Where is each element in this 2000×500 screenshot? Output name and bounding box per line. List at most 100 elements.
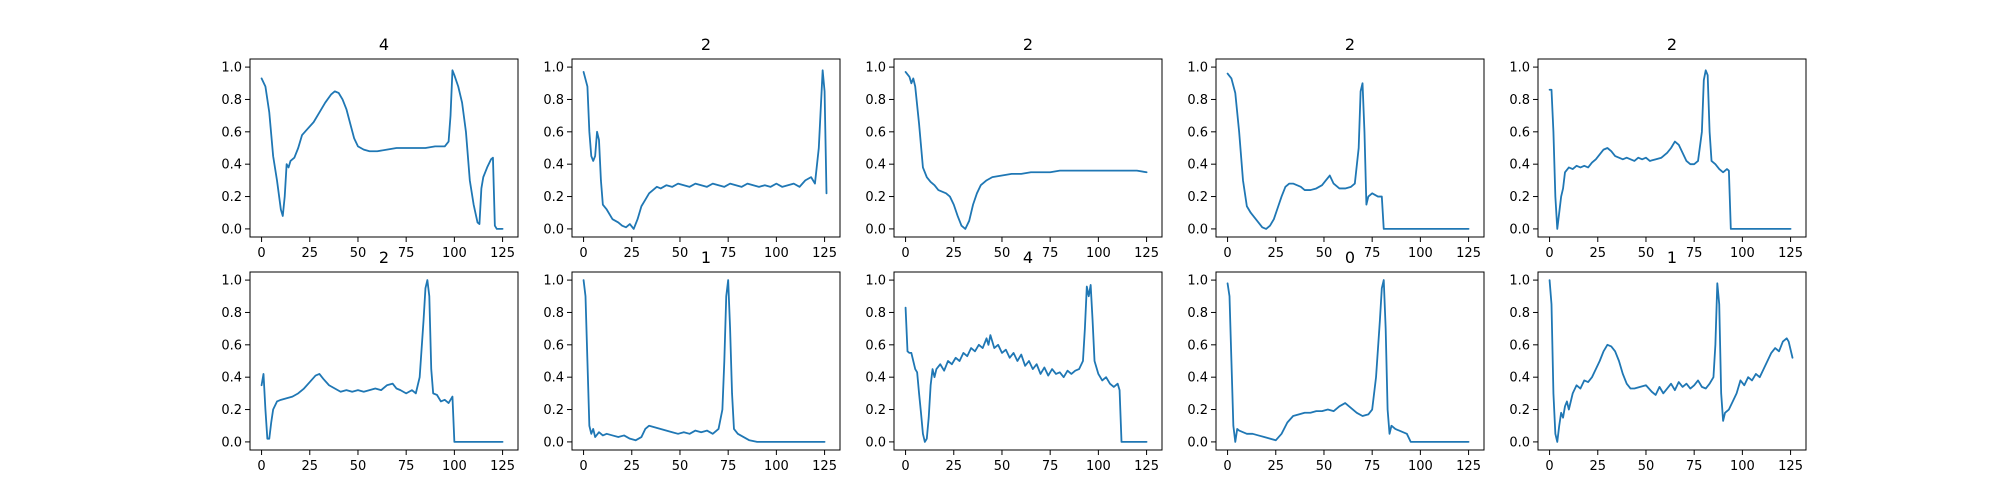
x-tick-label: 25 xyxy=(1589,246,1606,261)
y-tick-label: 0.2 xyxy=(865,190,886,205)
x-tick-label: 100 xyxy=(1086,459,1111,474)
y-tick-label: 0.8 xyxy=(1187,306,1208,321)
y-tick-label: 0.6 xyxy=(1509,125,1530,140)
y-tick-label: 0.6 xyxy=(543,338,564,353)
x-tick-label: 50 xyxy=(672,459,689,474)
y-tick-label: 0.4 xyxy=(1187,371,1208,386)
subplot-title: 4 xyxy=(1023,248,1033,267)
x-tick-label: 100 xyxy=(764,459,789,474)
y-tick-label: 0.8 xyxy=(865,306,886,321)
x-tick-label: 25 xyxy=(945,246,962,261)
x-tick-label: 100 xyxy=(442,246,467,261)
y-tick-label: 0.8 xyxy=(865,93,886,108)
x-tick-label: 75 xyxy=(1364,459,1381,474)
y-tick-label: 1.0 xyxy=(865,61,886,76)
series-line xyxy=(1548,279,1794,443)
subplot-title: 0 xyxy=(1345,248,1355,267)
x-tick-label: 75 xyxy=(1364,246,1381,261)
x-tick-label: 125 xyxy=(1778,459,1803,474)
subplot-1: 4 0 25 50 75 100 125 0.0 0.2 0.4 0.6 0.8 1.0 xyxy=(221,35,519,261)
y-tick-label: 0.2 xyxy=(1509,190,1530,205)
subplot-title: 2 xyxy=(1345,35,1355,54)
x-tick-label: 125 xyxy=(1134,459,1159,474)
x-tick-label: 125 xyxy=(1456,246,1481,261)
subplot-title: 2 xyxy=(1667,35,1677,54)
y-tick-label: 0.8 xyxy=(1187,93,1208,108)
y-tick-label: 0.2 xyxy=(1509,403,1530,418)
x-tick-label: 125 xyxy=(812,459,837,474)
x-tick-label: 0 xyxy=(901,246,909,261)
x-tick-label: 125 xyxy=(1134,246,1159,261)
y-tick-label: 1.0 xyxy=(543,61,564,76)
y-tick-label: 0.0 xyxy=(221,222,242,237)
subplot-title: 1 xyxy=(1667,248,1677,267)
series-line xyxy=(582,279,826,443)
y-tick-label: 0.0 xyxy=(1509,435,1530,450)
y-tick-label: 0.0 xyxy=(221,435,242,450)
y-tick-label: 0.4 xyxy=(221,158,242,173)
y-tick-label: 0.6 xyxy=(221,338,242,353)
y-tick-label: 0.6 xyxy=(1187,338,1208,353)
x-tick-label: 75 xyxy=(720,246,737,261)
x-tick-label: 50 xyxy=(1316,246,1333,261)
x-tick-label: 75 xyxy=(1686,246,1703,261)
x-tick-label: 75 xyxy=(1042,246,1059,261)
x-tick-label: 50 xyxy=(994,459,1011,474)
y-tick-label: 1.0 xyxy=(1187,274,1208,289)
series-line xyxy=(260,69,504,230)
x-tick-label: 75 xyxy=(398,246,415,261)
axes-frame xyxy=(1537,58,1807,238)
subplot-2: 2 0 25 50 75 100 125 0.0 0.2 0.4 0.6 0.8 1.0 xyxy=(543,35,841,261)
x-tick-label: 25 xyxy=(1267,246,1284,261)
x-tick-label: 75 xyxy=(720,459,737,474)
y-tick-label: 0.2 xyxy=(865,403,886,418)
x-tick-label: 0 xyxy=(1223,246,1231,261)
y-tick-label: 0.4 xyxy=(543,158,564,173)
x-tick-label: 100 xyxy=(1730,246,1755,261)
y-tick-label: 1.0 xyxy=(1509,61,1530,76)
x-tick-label: 0 xyxy=(1545,459,1553,474)
y-tick-label: 0.2 xyxy=(1187,403,1208,418)
y-tick-label: 0.0 xyxy=(865,222,886,237)
x-tick-label: 75 xyxy=(1042,459,1059,474)
y-tick-label: 1.0 xyxy=(1509,274,1530,289)
y-tick-label: 0.2 xyxy=(1187,190,1208,205)
y-tick-label: 0.8 xyxy=(221,93,242,108)
x-tick-label: 25 xyxy=(301,459,318,474)
y-tick-label: 0.0 xyxy=(1509,222,1530,237)
x-tick-label: 125 xyxy=(490,459,515,474)
y-tick-label: 0.2 xyxy=(543,190,564,205)
series-line xyxy=(582,69,828,230)
y-tick-label: 0.6 xyxy=(543,125,564,140)
x-tick-label: 125 xyxy=(490,246,515,261)
y-tick-label: 0.6 xyxy=(1187,125,1208,140)
y-tick-label: 0.8 xyxy=(1509,306,1530,321)
axes-frame xyxy=(1215,58,1485,238)
series-line xyxy=(1226,279,1470,443)
subplot-title: 2 xyxy=(701,35,711,54)
x-tick-label: 100 xyxy=(764,246,789,261)
x-tick-label: 0 xyxy=(257,459,265,474)
x-tick-label: 50 xyxy=(1316,459,1333,474)
x-tick-label: 0 xyxy=(1545,246,1553,261)
y-tick-label: 0.4 xyxy=(865,371,886,386)
axes-frame xyxy=(249,58,519,238)
y-tick-label: 0.6 xyxy=(865,125,886,140)
x-tick-label: 100 xyxy=(1730,459,1755,474)
subplot-title: 2 xyxy=(379,248,389,267)
y-tick-label: 1.0 xyxy=(865,274,886,289)
x-tick-label: 50 xyxy=(1638,246,1655,261)
x-tick-label: 125 xyxy=(1778,246,1803,261)
subplot-4: 2 0 25 50 75 100 125 0.0 0.2 0.4 0.6 0.8 1.0 xyxy=(1187,35,1485,261)
subplot-10: 1 0 25 50 75 100 125 0.0 0.2 0.4 0.6 0.8 1.0 xyxy=(1509,248,1807,474)
y-tick-label: 1.0 xyxy=(1187,61,1208,76)
y-tick-label: 0.0 xyxy=(1187,222,1208,237)
subplot-title: 4 xyxy=(379,35,389,54)
axes-frame xyxy=(1537,271,1807,451)
y-tick-label: 0.6 xyxy=(1509,338,1530,353)
x-tick-label: 50 xyxy=(350,246,367,261)
y-tick-label: 0.2 xyxy=(221,190,242,205)
axes-frame xyxy=(249,271,519,451)
series-line xyxy=(904,71,1148,230)
x-tick-label: 100 xyxy=(1408,246,1433,261)
